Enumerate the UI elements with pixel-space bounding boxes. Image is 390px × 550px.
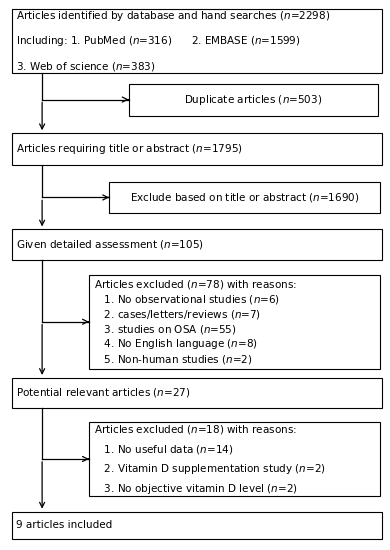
Text: Given detailed assessment ($\it{n}$=105): Given detailed assessment ($\it{n}$=105) bbox=[16, 238, 204, 251]
FancyBboxPatch shape bbox=[12, 9, 382, 73]
FancyBboxPatch shape bbox=[109, 182, 380, 213]
FancyBboxPatch shape bbox=[12, 512, 382, 539]
Text: Articles excluded ($\it{n}$=18) with reasons:: Articles excluded ($\it{n}$=18) with rea… bbox=[94, 423, 296, 436]
FancyBboxPatch shape bbox=[12, 133, 382, 165]
Text: 2. Vitamin D supplementation study ($\it{n}$=2): 2. Vitamin D supplementation study ($\it… bbox=[94, 462, 325, 476]
Text: Articles requiring title or abstract ($\it{n}$=1795): Articles requiring title or abstract ($\… bbox=[16, 142, 243, 156]
Text: Potential relevant articles ($\it{n}$=27): Potential relevant articles ($\it{n}$=27… bbox=[16, 387, 191, 399]
Text: 5. Non-human studies ($\it{n}$=2): 5. Non-human studies ($\it{n}$=2) bbox=[94, 353, 252, 366]
Text: 9 articles included: 9 articles included bbox=[16, 520, 113, 530]
FancyBboxPatch shape bbox=[89, 275, 380, 368]
Text: Exclude based on title or abstract ($\it{n}$=1690): Exclude based on title or abstract ($\it… bbox=[130, 191, 360, 204]
Text: Articles identified by database and hand searches ($\it{n}$=2298): Articles identified by database and hand… bbox=[16, 9, 331, 23]
Text: 1. No observational studies ($\it{n}$=6): 1. No observational studies ($\it{n}$=6) bbox=[94, 293, 280, 306]
FancyBboxPatch shape bbox=[12, 378, 382, 408]
Text: Articles excluded ($\it{n}$=78) with reasons:: Articles excluded ($\it{n}$=78) with rea… bbox=[94, 278, 296, 291]
FancyBboxPatch shape bbox=[12, 229, 382, 260]
FancyBboxPatch shape bbox=[89, 422, 380, 496]
Text: 4. No English language ($\it{n}$=8): 4. No English language ($\it{n}$=8) bbox=[94, 337, 257, 351]
Text: 3. studies on OSA ($\it{n}$=55): 3. studies on OSA ($\it{n}$=55) bbox=[94, 323, 236, 336]
Text: Duplicate articles ($\it{n}$=503): Duplicate articles ($\it{n}$=503) bbox=[184, 92, 323, 107]
FancyBboxPatch shape bbox=[129, 84, 378, 116]
Text: Including: 1. PubMed ($\it{n}$=316)      2. EMBASE ($\it{n}$=1599): Including: 1. PubMed ($\it{n}$=316) 2. E… bbox=[16, 34, 301, 48]
Text: 2. cases/letters/reviews ($\it{n}$=7): 2. cases/letters/reviews ($\it{n}$=7) bbox=[94, 308, 261, 321]
Text: 1. No useful data ($\it{n}$=14): 1. No useful data ($\it{n}$=14) bbox=[94, 443, 233, 455]
Text: 3. Web of science ($\it{n}$=383): 3. Web of science ($\it{n}$=383) bbox=[16, 60, 156, 73]
Text: 3. No objective vitamin D level ($\it{n}$=2): 3. No objective vitamin D level ($\it{n}… bbox=[94, 482, 297, 496]
